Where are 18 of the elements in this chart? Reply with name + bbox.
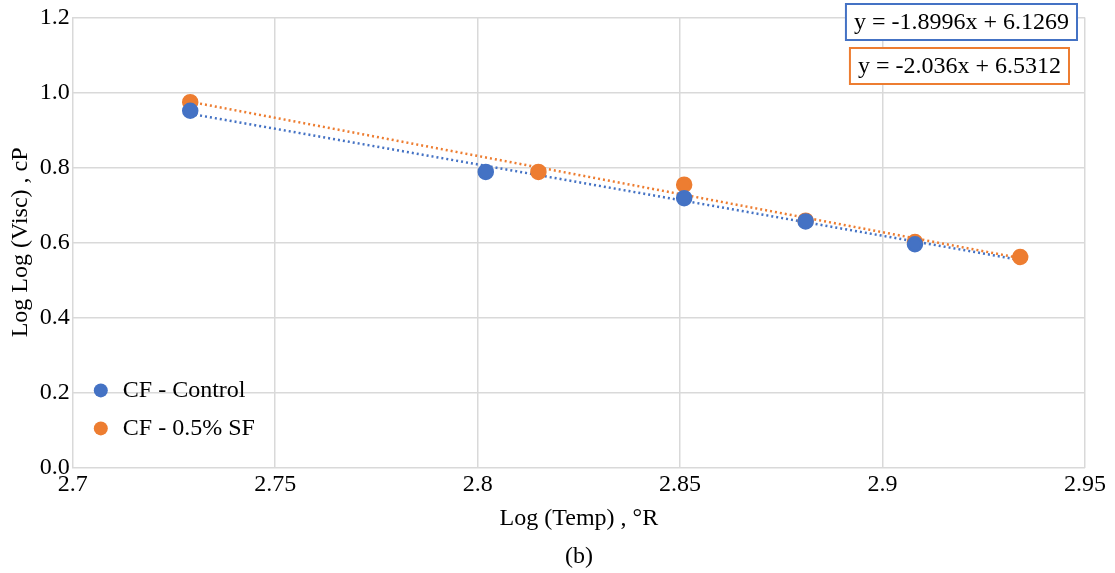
x-tick-label: 2.8 [462,470,493,497]
y-tick-label: 1.0 [39,77,70,104]
y-tick-label: 0.6 [39,227,70,254]
legend-label: CF - 0.5% SF [122,413,255,440]
x-tick-label: 2.9 [867,470,898,497]
x-tick-label: 2.75 [254,470,297,497]
y-axis-title: Log Log (Visc) , cP [5,147,32,338]
legend-label: CF - Control [122,375,246,402]
y-tick-label: 0.4 [39,302,70,329]
x-tick-label: 2.85 [659,470,702,497]
x-tick-label: 2.95 [1064,470,1106,497]
text: (b) [564,542,593,569]
annotation: y = -1.8996x + 6.1269 [853,8,1069,35]
annotation: y = -2.036x + 6.5312 [857,52,1061,79]
y-tick-label: 1.2 [39,2,70,29]
y-tick-label: 0.8 [39,152,70,179]
y-tick-label: 0.2 [39,377,70,404]
x-axis-title: Log (Temp) , °R [499,503,659,530]
